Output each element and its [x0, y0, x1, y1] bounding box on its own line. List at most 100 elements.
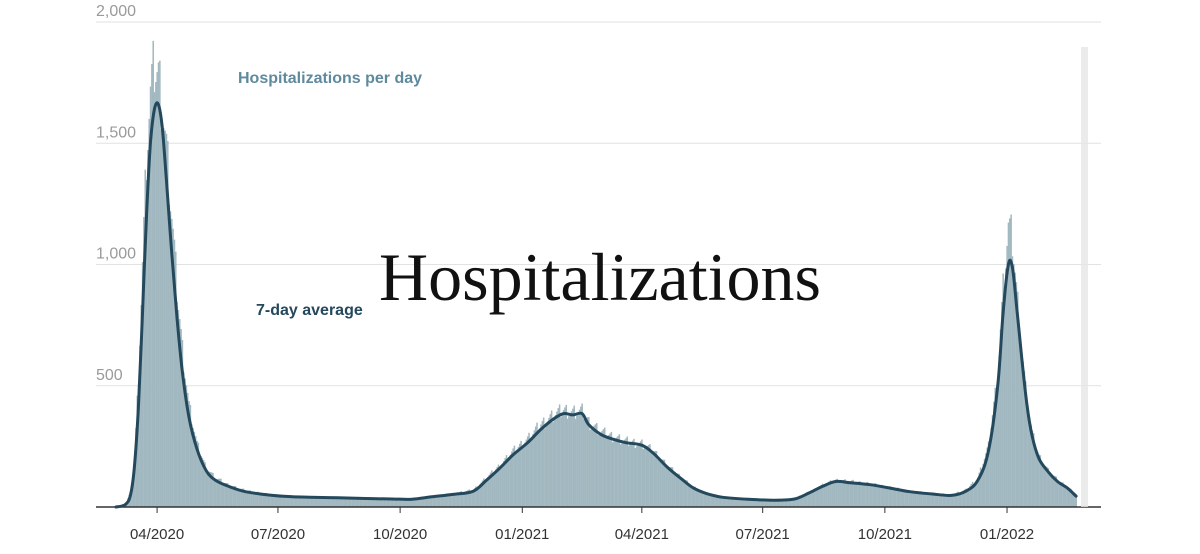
daily-bar — [719, 497, 722, 507]
daily-bar — [485, 479, 488, 507]
daily-bar — [599, 432, 602, 507]
daily-bar — [545, 424, 548, 507]
daily-bar — [990, 428, 992, 507]
daily-bar — [240, 488, 242, 507]
x-tick-label: 04/2020 — [130, 526, 184, 543]
daily-bar — [823, 486, 825, 507]
daily-bar — [327, 497, 330, 507]
daily-bar — [819, 486, 821, 507]
daily-bar — [337, 497, 339, 507]
daily-bar — [696, 489, 699, 507]
daily-bar — [225, 483, 228, 507]
daily-bar — [602, 429, 605, 507]
daily-bar — [935, 494, 938, 507]
daily-bar — [603, 427, 606, 507]
daily-bar — [501, 463, 504, 507]
daily-bar — [938, 494, 941, 507]
daily-bar — [570, 411, 573, 507]
daily-bar — [1042, 464, 1044, 507]
daily-bar — [611, 442, 614, 507]
daily-bar — [860, 484, 862, 507]
daily-bar — [366, 498, 368, 507]
daily-bar — [278, 495, 281, 507]
daily-bar — [598, 433, 601, 507]
daily-bar — [970, 483, 973, 507]
daily-bar — [516, 449, 518, 507]
daily-bar — [930, 493, 933, 507]
daily-bar — [141, 262, 144, 507]
daily-bar — [135, 427, 137, 507]
y-axis-tick-labels: 500 1,000 1,500 2,000 — [96, 3, 136, 384]
daily-bar — [448, 494, 451, 507]
daily-bar — [469, 491, 472, 507]
daily-bar — [674, 473, 676, 507]
daily-bar — [775, 499, 777, 507]
daily-bar — [702, 493, 704, 507]
daily-bar — [441, 494, 444, 507]
daily-bar — [298, 497, 301, 507]
daily-bar — [1056, 481, 1059, 507]
daily-bar — [698, 490, 700, 507]
daily-bar — [318, 498, 320, 507]
daily-bar — [796, 497, 799, 507]
daily-bar — [1005, 268, 1007, 507]
daily-bar — [918, 491, 921, 507]
daily-bar — [812, 489, 815, 507]
daily-bar — [793, 498, 796, 507]
daily-bar — [1064, 486, 1067, 507]
daily-bar — [606, 436, 609, 507]
daily-bar — [273, 495, 275, 507]
daily-bar — [400, 498, 403, 507]
daily-bar — [542, 417, 545, 507]
daily-bar — [248, 490, 250, 507]
daily-bar — [857, 481, 860, 507]
daily-bar — [306, 497, 309, 507]
daily-bar — [233, 486, 235, 507]
daily-bar — [901, 489, 903, 507]
daily-bar — [959, 492, 962, 507]
daily-bar — [428, 496, 431, 507]
daily-bar — [1070, 488, 1072, 507]
daily-bar — [287, 495, 290, 507]
daily-bar — [209, 472, 212, 507]
daily-bar — [824, 485, 826, 507]
daily-bar — [294, 496, 297, 507]
daily-bar — [359, 498, 362, 507]
daily-bar — [237, 489, 239, 507]
daily-bar — [402, 499, 404, 507]
x-tick-label: 04/2021 — [615, 526, 669, 543]
daily-bar — [1003, 289, 1006, 507]
daily-bar — [538, 428, 541, 507]
daily-bar — [411, 499, 413, 507]
daily-bar — [171, 218, 173, 507]
daily-bar — [433, 496, 436, 507]
daily-bar — [1018, 334, 1020, 507]
daily-bar — [892, 488, 894, 507]
daily-bar — [1039, 455, 1042, 507]
daily-bar — [811, 490, 813, 507]
daily-bar — [440, 495, 443, 507]
daily-bar — [479, 484, 481, 507]
daily-bar — [526, 436, 529, 507]
daily-bar — [514, 452, 517, 507]
daily-bar — [763, 500, 765, 507]
daily-bar — [686, 480, 688, 507]
daily-bar — [971, 481, 974, 507]
daily-bar — [849, 481, 852, 507]
daily-bar — [708, 493, 711, 507]
daily-bar — [549, 414, 552, 507]
daily-bar — [1030, 424, 1032, 507]
daily-bar — [572, 408, 574, 507]
daily-bar — [916, 492, 918, 507]
daily-bar — [1028, 419, 1031, 507]
daily-bar — [212, 472, 214, 507]
daily-bar — [1058, 481, 1060, 507]
daily-bar — [665, 467, 667, 507]
daily-bar — [281, 496, 283, 507]
daily-bar — [562, 410, 565, 507]
daily-bar — [926, 492, 929, 507]
daily-bar — [804, 493, 807, 507]
daily-bar — [673, 473, 675, 507]
daily-bar — [873, 483, 876, 507]
daily-bar — [731, 497, 733, 507]
